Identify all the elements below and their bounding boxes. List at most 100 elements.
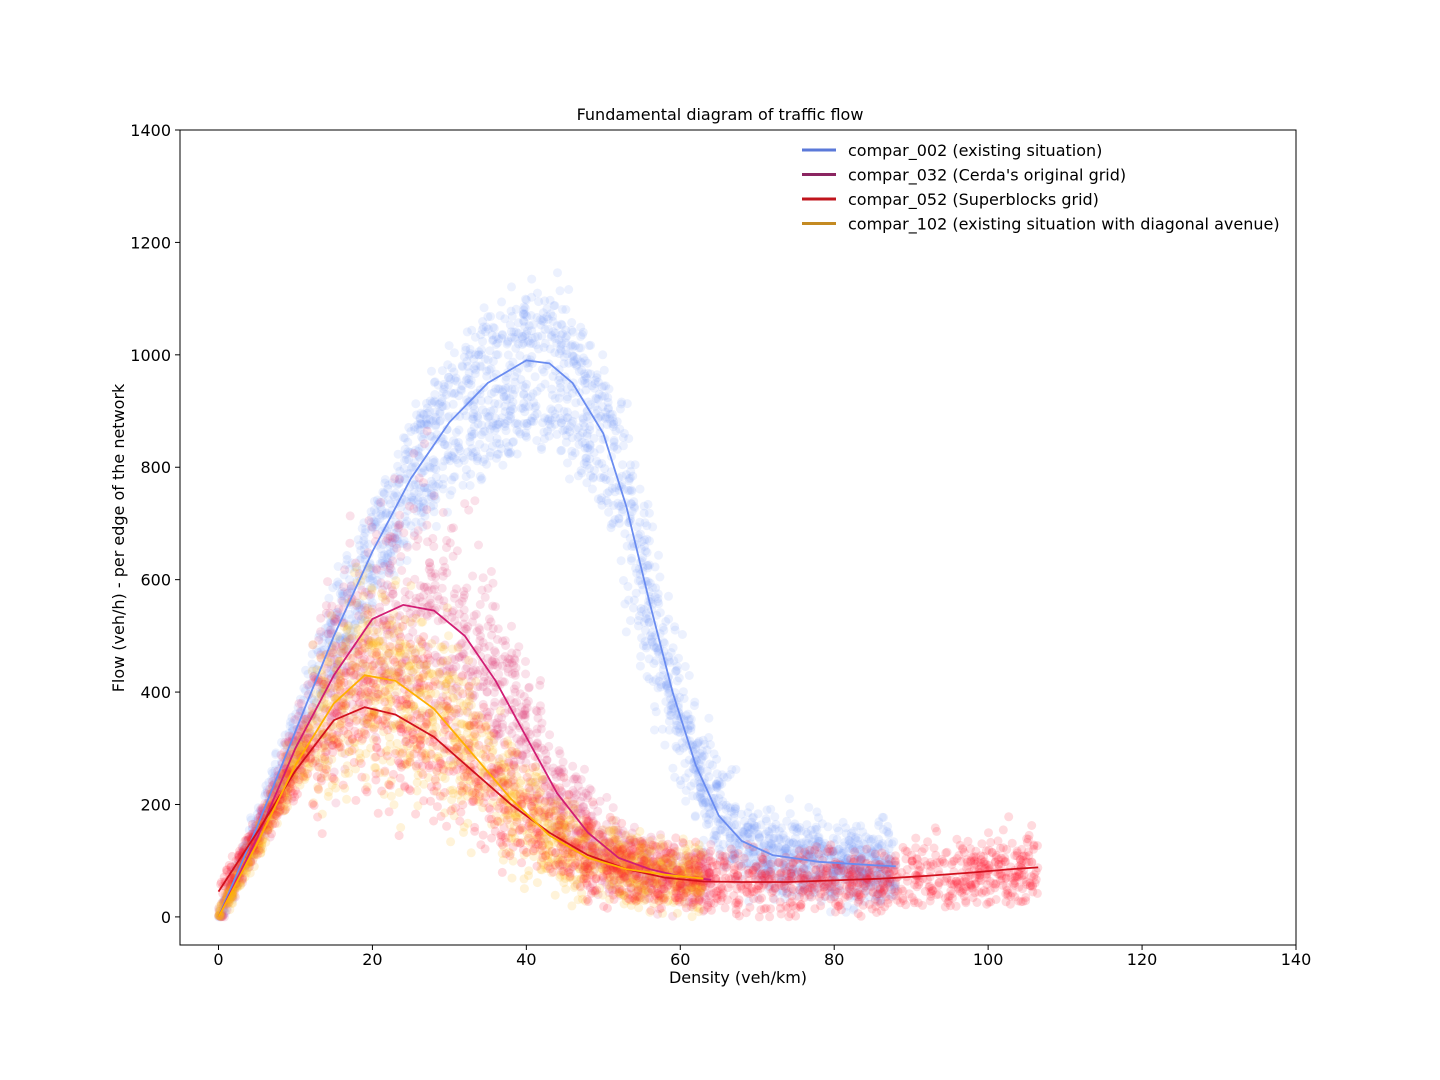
- scatter-point: [848, 866, 858, 876]
- scatter-point: [539, 317, 549, 326]
- scatter-point: [577, 468, 587, 478]
- scatter-point: [885, 890, 895, 900]
- scatter-point: [762, 816, 771, 826]
- scatter-point: [664, 725, 674, 735]
- scatter-point: [820, 881, 830, 891]
- scatter-point: [644, 674, 654, 684]
- scatter-point: [680, 662, 690, 671]
- scatter-point: [604, 487, 614, 497]
- scatter-point: [846, 886, 856, 896]
- scatter-point: [519, 338, 529, 348]
- scatter-point: [411, 399, 421, 409]
- scatter-point: [712, 780, 721, 790]
- scatter-point: [664, 614, 674, 624]
- scatter-point: [877, 812, 887, 822]
- scatter-point: [567, 325, 577, 335]
- scatter-point: [582, 443, 592, 453]
- scatter-point: [491, 384, 501, 394]
- scatter-point: [400, 474, 410, 483]
- scatter-point: [696, 788, 706, 798]
- scatter-point: [368, 522, 377, 532]
- scatter-point: [467, 429, 477, 439]
- scatter-point: [842, 855, 852, 865]
- scatter-point: [429, 507, 439, 517]
- scatter-point: [763, 855, 772, 865]
- scatter-point: [873, 843, 883, 853]
- scatter-point: [859, 848, 869, 857]
- scatter-point: [531, 340, 541, 350]
- scatter-point: [694, 736, 704, 746]
- scatter-point: [427, 490, 437, 499]
- scatter-point: [712, 831, 722, 841]
- scatter-point: [562, 349, 572, 359]
- scatter-point: [341, 560, 351, 570]
- scatter-point: [784, 837, 794, 847]
- scatter-point: [861, 886, 871, 896]
- scatter-point: [376, 578, 386, 588]
- scatter-point: [345, 575, 355, 585]
- scatter-point: [726, 833, 735, 843]
- scatter-point: [635, 484, 645, 494]
- scatter-point: [580, 764, 589, 774]
- scatter-point: [382, 558, 392, 568]
- scatter-point: [543, 426, 552, 436]
- scatter-point: [471, 447, 481, 457]
- scatter-point: [718, 796, 728, 806]
- scatter-point: [534, 344, 543, 354]
- scatter-point: [333, 654, 342, 664]
- scatter-point: [875, 865, 885, 874]
- scatter-point: [557, 304, 567, 314]
- scatter-point: [514, 328, 523, 338]
- scatter-point: [368, 563, 378, 573]
- scatter-point: [585, 445, 595, 455]
- scatter-point: [550, 413, 560, 422]
- scatter-point: [373, 579, 383, 589]
- scatter-point: [450, 472, 460, 482]
- scatter-point: [383, 549, 393, 559]
- scatter-point: [300, 715, 310, 725]
- scatter-point: [646, 634, 656, 644]
- scatter-point: [714, 793, 724, 803]
- scatter-point: [444, 341, 454, 351]
- scatter-point: [582, 373, 592, 383]
- scatter-point: [426, 415, 435, 425]
- scatter-point: [419, 466, 429, 476]
- scatter-point: [852, 891, 861, 901]
- scatter-point: [364, 573, 374, 583]
- scatter-point: [814, 813, 823, 823]
- scatter-point: [854, 840, 864, 850]
- scatter-point: [823, 861, 833, 871]
- scatter-point: [568, 761, 578, 771]
- scatter-point: [586, 471, 595, 481]
- scatter-point: [431, 472, 441, 482]
- scatter-point: [491, 420, 501, 430]
- scatter-point: [730, 854, 739, 864]
- scatter-point: [604, 507, 614, 517]
- scatter-point: [635, 517, 645, 527]
- scatter-point: [422, 419, 432, 429]
- scatter-point: [510, 385, 520, 395]
- scatter-point: [597, 391, 607, 401]
- scatter-point: [582, 428, 592, 438]
- scatter-point: [877, 839, 887, 848]
- scatter-point: [667, 700, 677, 710]
- scatter-point: [486, 312, 495, 321]
- scatter-point: [356, 545, 366, 555]
- scatter-point: [554, 746, 564, 756]
- scatter-point: [462, 624, 472, 634]
- scatter-point: [642, 672, 652, 681]
- scatter-point: [666, 694, 676, 704]
- scatter-point: [326, 617, 336, 627]
- scatter-point: [505, 449, 514, 459]
- scatter-point: [466, 380, 476, 390]
- scatter-point: [392, 534, 402, 544]
- scatter-point: [611, 483, 620, 493]
- scatter-point: [576, 322, 586, 332]
- scatter-point: [639, 501, 649, 511]
- scatter-point: [866, 845, 876, 855]
- scatter-point: [420, 483, 429, 492]
- scatter-point: [801, 836, 811, 846]
- scatter-point: [712, 779, 722, 789]
- scatter-point: [781, 858, 791, 868]
- scatter-point: [792, 827, 802, 837]
